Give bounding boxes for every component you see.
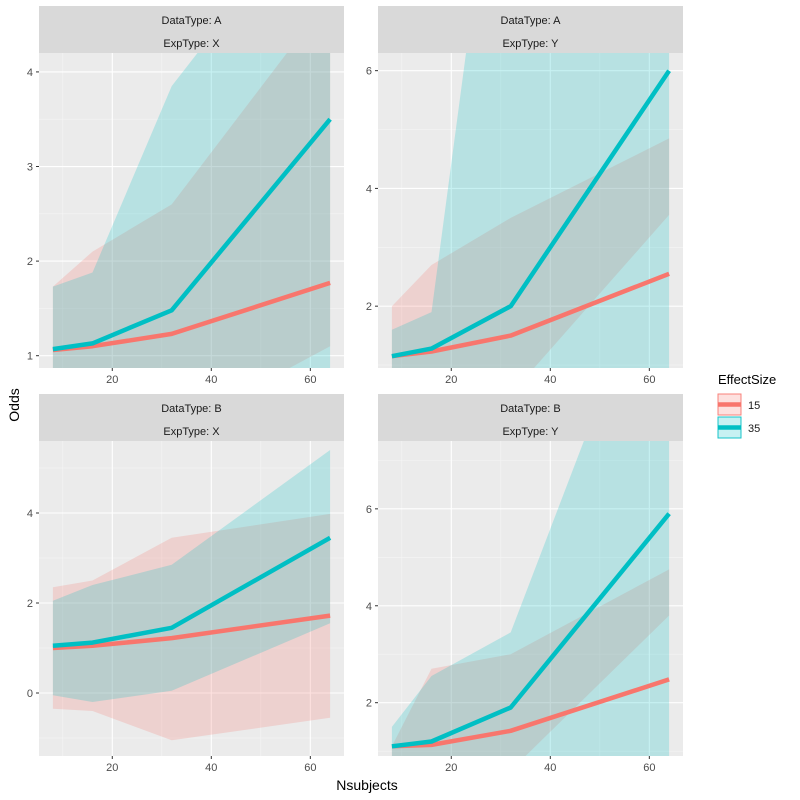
facet-strip — [39, 394, 344, 441]
x-axis-title: Nsubjects — [336, 777, 397, 793]
y-tick-label: 2 — [366, 301, 372, 313]
panel-background — [39, 441, 344, 756]
x-tick-label: 60 — [304, 374, 316, 386]
y-tick-label: 4 — [366, 601, 372, 613]
x-tick-label: 40 — [205, 762, 217, 774]
facet-strip — [378, 6, 683, 53]
legend-label-15: 15 — [748, 400, 760, 412]
panel-2: DataType: A ExpType: Y 2 4 6 20 40 60 — [366, 6, 683, 386]
y-tick-label: 4 — [27, 67, 33, 79]
y-tick-label: 2 — [27, 256, 33, 268]
y-tick-label: 3 — [27, 162, 33, 174]
x-tick-label: 20 — [106, 762, 118, 774]
y-axis-title: Odds — [6, 388, 22, 421]
confidence-ribbon-35 — [391, 53, 670, 368]
legend-label-35: 35 — [748, 423, 760, 435]
strip-label-bottom: ExpType: Y — [502, 426, 559, 438]
series-line-35 — [52, 535, 332, 649]
x-tick-label: 20 — [106, 374, 118, 386]
x-tick-label: 20 — [445, 374, 457, 386]
confidence-ribbon-15 — [391, 138, 670, 368]
y-tick-label: 4 — [27, 508, 33, 520]
panel-3: DataType: B ExpType: X 0 2 4 20 40 60 — [27, 394, 344, 774]
panel-1: DataType: A ExpType: X 1 2 3 4 20 40 60 — [27, 6, 344, 386]
facet-strip — [378, 394, 683, 441]
facet-strip — [39, 6, 344, 53]
strip-label-top: DataType: B — [500, 403, 561, 415]
legend: EffectSize 15 35 — [717, 372, 776, 439]
panel-background — [378, 441, 683, 756]
panel-background — [39, 53, 344, 368]
series-line-35 — [391, 512, 671, 749]
x-tick-label: 40 — [544, 762, 556, 774]
strip-label-bottom: ExpType: X — [163, 426, 220, 438]
x-tick-label: 60 — [643, 374, 655, 386]
y-tick-label: 6 — [366, 504, 372, 516]
strip-label-top: DataType: B — [161, 403, 222, 415]
panel-background — [378, 53, 683, 368]
strip-label-bottom: ExpType: Y — [502, 38, 559, 50]
strip-label-top: DataType: A — [501, 15, 562, 27]
series-line-15 — [52, 613, 331, 651]
y-tick-label: 6 — [366, 66, 372, 78]
y-tick-label: 2 — [366, 698, 372, 710]
confidence-ribbon-15 — [391, 569, 670, 756]
legend-title: EffectSize — [718, 372, 776, 387]
series-line-35 — [391, 69, 671, 359]
x-tick-label: 20 — [445, 762, 457, 774]
x-tick-label: 40 — [205, 374, 217, 386]
strip-label-top: DataType: A — [162, 15, 223, 27]
strip-label-bottom: ExpType: X — [163, 38, 220, 50]
confidence-ribbon-15 — [52, 513, 331, 741]
panel-4: DataType: B ExpType: Y 2 4 6 20 40 60 — [366, 394, 683, 774]
y-tick-label: 0 — [27, 688, 33, 700]
y-tick-label: 4 — [366, 183, 372, 195]
x-tick-label: 60 — [304, 762, 316, 774]
x-tick-label: 40 — [544, 374, 556, 386]
confidence-ribbon-35 — [52, 53, 331, 368]
series-line-35 — [52, 117, 332, 352]
confidence-ribbon-15 — [52, 53, 331, 368]
confidence-ribbon-35 — [391, 441, 670, 756]
y-tick-label: 2 — [27, 598, 33, 610]
x-tick-label: 60 — [643, 762, 655, 774]
y-tick-label: 1 — [27, 351, 33, 363]
